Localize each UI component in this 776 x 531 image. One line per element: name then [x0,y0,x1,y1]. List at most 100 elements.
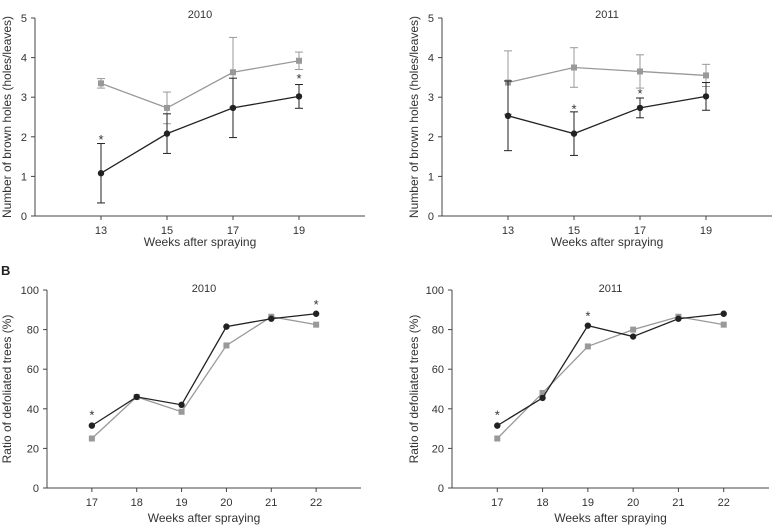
data-point-circle [97,170,105,177]
y-tick-label: 5 [21,13,27,25]
series-line [100,60,300,109]
chart-title: 2011 [599,283,623,295]
data-point-square [637,68,643,75]
x-tick-label: 19 [293,225,305,237]
series-line [507,95,707,135]
chart-title: 2010 [192,283,216,295]
data-point-circle [570,130,578,137]
x-tick-label: 18 [536,497,548,509]
y-tick-label: 100 [21,285,39,297]
data-point-square [630,326,637,333]
series-line [100,95,300,174]
significance-asterisk: * [571,101,576,116]
data-point-circle [163,130,171,137]
y-tick-label: 0 [428,211,434,223]
y-tick-label: 80 [432,325,444,337]
x-tick-label: 22 [310,497,322,509]
y-tick-label: 60 [27,364,39,376]
data-point-circle [133,393,140,401]
x-tick-label: 17 [227,225,239,237]
x-tick-label: 21 [265,497,277,509]
x-tick-label: 13 [95,225,107,237]
y-tick-label: 0 [21,211,27,223]
x-tick-label: 17 [634,225,646,237]
y-tick-label: 40 [432,404,444,416]
chart-3: 0 20 40 60 80 100 17 18 19 20 21 22 2010 Weeks after … [0,283,361,525]
y-tick-label: 100 [426,285,444,297]
x-tick-label: 20 [220,497,232,509]
y-tick-label: 20 [432,443,444,455]
x-tick-label: 20 [627,497,639,509]
series-line [507,66,707,84]
data-point-square [88,435,95,442]
data-point-circle [629,333,637,340]
data-point-circle [229,104,237,112]
y-tick-label: 0 [33,483,39,495]
data-point-square [720,321,727,328]
series-circle [97,77,303,204]
series-square [504,47,710,115]
series-line [91,313,317,427]
chart-title: 2011 [595,9,619,21]
x-axis-label: Weeks after spraying [551,235,664,249]
chart-title: 2010 [188,9,212,21]
data-point-circle [539,394,546,402]
x-axis-label: Weeks after spraying [144,235,257,249]
series-line [496,313,724,427]
series-square [97,36,303,125]
data-point-circle [504,112,512,120]
data-point-circle [268,315,275,322]
series-line [91,316,317,439]
y-tick-label: 60 [432,364,444,376]
chart-4: 0 20 40 60 80 100 17 18 19 20 21 22 2011 Weeks after … [407,283,769,525]
significance-asterisk: * [89,408,94,423]
data-point-circle [584,322,592,329]
significance-asterisk: * [585,309,590,324]
series-circle [88,310,320,429]
x-tick-label: 17 [86,497,98,509]
x-axis-label: Weeks after spraying [148,511,261,525]
y-tick-label: 20 [27,443,39,455]
panel-letter-b: B [1,263,11,278]
significance-asterisk: * [495,408,500,423]
y-axis-label: Number of brown holes (holes/leaves) [407,16,421,218]
y-tick-label: 1 [428,171,434,183]
x-tick-label: 21 [672,497,684,509]
x-axis-label: Weeks after spraying [554,511,667,525]
x-tick-label: 15 [568,225,580,237]
y-tick-label: 40 [27,404,39,416]
x-tick-label: 18 [131,497,143,509]
x-tick-label: 19 [582,497,594,509]
y-tick-label: 3 [428,92,434,104]
data-point-square [313,321,320,328]
data-point-square [98,80,104,87]
series-circle [504,80,710,156]
chart-1: 0 1 2 3 4 5 13 15 17 19 2010 Weeks after spraying Nu… [0,9,365,249]
data-point-circle [223,323,230,330]
data-point-circle [636,104,644,112]
significance-asterisk: * [98,132,103,147]
data-point-square [178,408,185,415]
x-tick-label: 15 [161,225,173,237]
y-tick-label: 1 [21,171,27,183]
data-point-square [230,69,236,76]
y-tick-label: 0 [438,483,444,495]
significance-asterisk: * [296,71,301,86]
y-axis-label: Number of brown holes (holes/leaves) [0,16,14,218]
y-tick-label: 4 [428,53,434,65]
data-point-square [703,72,709,79]
series-square [494,313,727,442]
y-tick-label: 2 [21,132,27,144]
x-tick-label: 22 [718,497,730,509]
data-point-circle [178,401,185,409]
data-point-circle [702,93,710,100]
data-point-circle [720,310,727,317]
data-point-square [539,389,546,396]
series-line [496,316,724,439]
data-point-square [584,343,591,350]
y-tick-label: 3 [21,92,27,104]
y-tick-label: 80 [27,325,39,337]
data-point-square [296,57,302,64]
